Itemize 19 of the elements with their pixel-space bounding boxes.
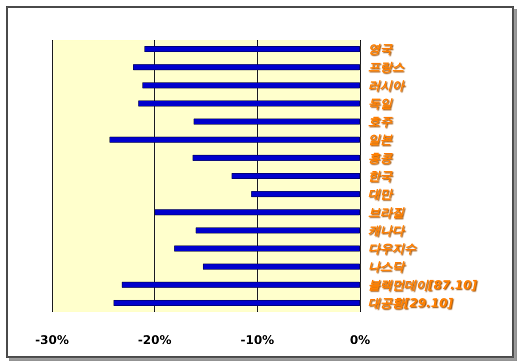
y-tick-label: 호주	[368, 114, 393, 129]
y-tick-label: 독일	[368, 96, 393, 110]
y-tick-label: 대공황[29.10]	[368, 296, 454, 310]
x-tick-label: 0%	[350, 333, 370, 347]
y-tick-label: 다우지수	[368, 242, 417, 256]
x-tick-label: -20%	[138, 333, 172, 347]
y-tick-label: 일본	[368, 132, 393, 147]
y-tick-label: 한국	[368, 169, 393, 183]
y-tick-label: 홍콩	[368, 150, 393, 165]
x-tick-label: -30%	[35, 333, 69, 347]
y-tick-label: 러시아	[368, 78, 406, 92]
y-tick-label: 대만	[368, 187, 394, 202]
x-tick-label: -10%	[240, 333, 274, 347]
y-tick-label: 프랑스	[368, 60, 405, 74]
y-tick-label: 블랙먼데이[87.10]	[368, 278, 478, 292]
y-tick-label: 캐나다	[368, 223, 406, 238]
y-tick-label: 영국	[368, 42, 393, 56]
y-tick-label: 나스닥	[368, 260, 406, 274]
y-tick-label: 브라질	[368, 205, 405, 220]
